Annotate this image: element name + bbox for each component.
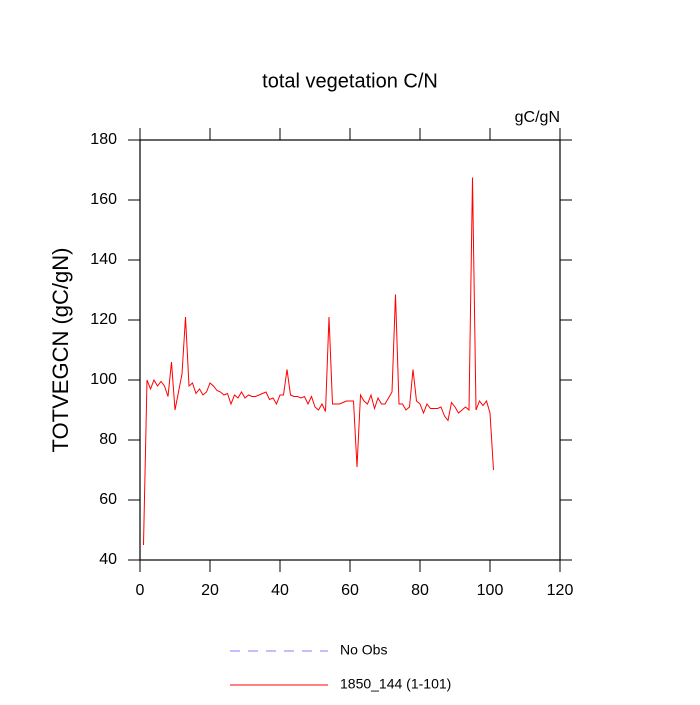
y-tick-label: 140 [90, 251, 117, 268]
chart-title: total vegetation C/N [262, 70, 438, 92]
plot-frame [139, 139, 561, 561]
x-tick-label: 120 [547, 582, 574, 599]
legend-label: 1850_144 (1-101) [340, 676, 451, 692]
y-tick-label: 60 [99, 491, 117, 508]
x-tick-label: 0 [136, 582, 145, 599]
y-tick-label: 180 [90, 131, 117, 148]
data-line [143, 177, 494, 546]
x-tick-label: 60 [341, 582, 359, 599]
y-tick-label: 80 [99, 431, 117, 448]
x-tick-label: 80 [411, 582, 429, 599]
y-tick-label: 40 [99, 551, 117, 568]
x-tick-label: 20 [201, 582, 219, 599]
y-axis-label: TOTVEGCN (gC/gN) [48, 248, 73, 453]
x-tick-label: 100 [477, 582, 504, 599]
units-label: gC/gN [515, 109, 560, 126]
y-tick-label: 100 [90, 371, 117, 388]
y-tick-label: 160 [90, 191, 117, 208]
y-tick-label: 120 [90, 311, 117, 328]
x-tick-label: 40 [271, 582, 289, 599]
legend-label: No Obs [340, 642, 387, 658]
